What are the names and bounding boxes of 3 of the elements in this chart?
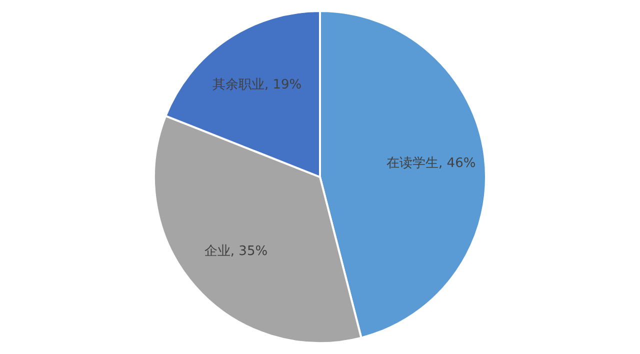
- slice-label: 在读学生, 46%: [386, 156, 476, 171]
- slice-label: 其余职业, 19%: [212, 77, 302, 92]
- slice-label: 企业, 35%: [204, 244, 268, 260]
